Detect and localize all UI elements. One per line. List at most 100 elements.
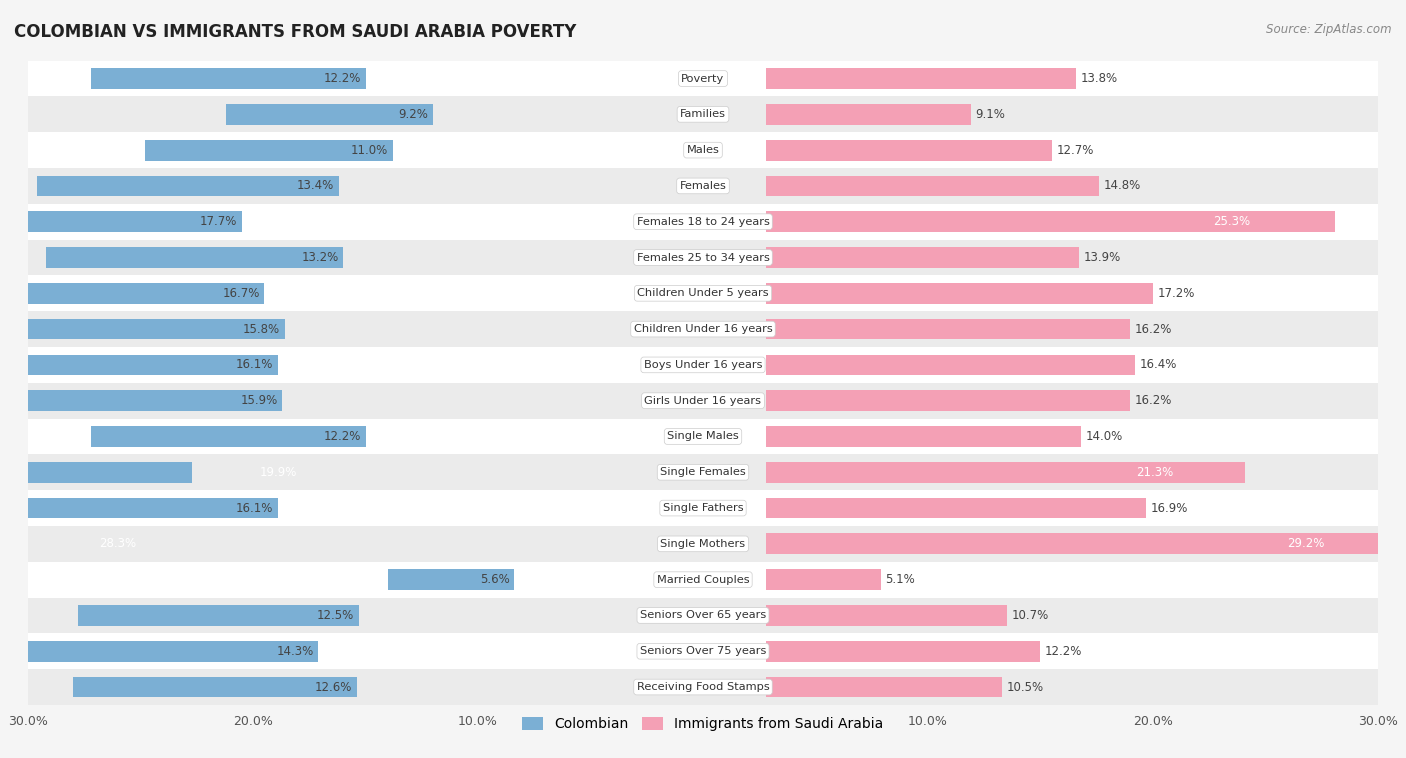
Text: Seniors Over 65 years: Seniors Over 65 years [640, 610, 766, 621]
Text: 12.2%: 12.2% [323, 72, 361, 85]
Text: 10.7%: 10.7% [1011, 609, 1049, 622]
Bar [226, 104, 433, 125]
Text: Source: ZipAtlas.com: Source: ZipAtlas.com [1267, 23, 1392, 36]
Bar [766, 139, 1052, 161]
Text: 25.3%: 25.3% [1212, 215, 1250, 228]
Text: 28.3%: 28.3% [98, 537, 136, 550]
Text: Receiving Food Stamps: Receiving Food Stamps [637, 682, 769, 692]
Bar [28, 168, 1378, 204]
Text: 12.7%: 12.7% [1056, 143, 1094, 157]
Bar [28, 490, 1378, 526]
Bar [766, 390, 1130, 411]
Text: 16.1%: 16.1% [236, 502, 273, 515]
Bar [766, 426, 1081, 447]
Bar [766, 534, 1406, 554]
Bar [28, 204, 1378, 240]
Bar [28, 383, 1378, 418]
Bar [766, 68, 1077, 89]
Text: 17.2%: 17.2% [1157, 287, 1195, 300]
Text: 17.7%: 17.7% [200, 215, 238, 228]
Bar [37, 176, 339, 196]
Text: 14.8%: 14.8% [1104, 180, 1140, 193]
Bar [0, 355, 278, 375]
Bar [766, 355, 1135, 375]
Bar [766, 176, 1099, 196]
Bar [91, 68, 366, 89]
Text: Married Couples: Married Couples [657, 575, 749, 584]
Bar [28, 347, 1378, 383]
Text: Females: Females [679, 181, 727, 191]
Text: Poverty: Poverty [682, 74, 724, 83]
Text: 16.9%: 16.9% [1150, 502, 1188, 515]
Text: 12.2%: 12.2% [1045, 645, 1083, 658]
Bar [28, 634, 1378, 669]
Bar [77, 605, 359, 626]
Bar [766, 677, 1002, 697]
Text: 5.6%: 5.6% [479, 573, 509, 586]
Bar [766, 569, 880, 590]
Bar [766, 462, 1246, 483]
Bar [0, 283, 264, 304]
Bar [0, 641, 318, 662]
Text: Children Under 5 years: Children Under 5 years [637, 288, 769, 299]
Bar [28, 454, 1378, 490]
Bar [766, 605, 1007, 626]
Text: 13.9%: 13.9% [1083, 251, 1121, 264]
Text: 12.6%: 12.6% [315, 681, 352, 694]
Bar [91, 426, 366, 447]
Text: 13.4%: 13.4% [297, 180, 335, 193]
Bar [766, 641, 1040, 662]
Bar [0, 390, 283, 411]
Text: 16.2%: 16.2% [1135, 394, 1173, 407]
Legend: Colombian, Immigrants from Saudi Arabia: Colombian, Immigrants from Saudi Arabia [517, 712, 889, 737]
Bar [766, 104, 970, 125]
Bar [28, 240, 1378, 275]
Bar [28, 61, 1378, 96]
Text: 13.2%: 13.2% [301, 251, 339, 264]
Text: 29.2%: 29.2% [1286, 537, 1324, 550]
Text: Males: Males [686, 145, 720, 155]
Bar [0, 534, 3, 554]
Bar [766, 211, 1336, 232]
Text: Children Under 16 years: Children Under 16 years [634, 324, 772, 334]
Bar [28, 562, 1378, 597]
Text: Females 18 to 24 years: Females 18 to 24 years [637, 217, 769, 227]
Bar [73, 677, 357, 697]
Text: 19.9%: 19.9% [260, 465, 297, 479]
Text: Boys Under 16 years: Boys Under 16 years [644, 360, 762, 370]
Text: 12.5%: 12.5% [318, 609, 354, 622]
Bar [388, 569, 515, 590]
Bar [28, 312, 1378, 347]
Text: 9.2%: 9.2% [399, 108, 429, 121]
Text: 12.2%: 12.2% [323, 430, 361, 443]
Bar [145, 139, 392, 161]
Text: 16.4%: 16.4% [1139, 359, 1177, 371]
Text: 15.9%: 15.9% [240, 394, 278, 407]
Text: 11.0%: 11.0% [352, 143, 388, 157]
Text: Single Males: Single Males [666, 431, 740, 441]
Bar [766, 283, 1153, 304]
Text: 15.8%: 15.8% [243, 323, 280, 336]
Bar [28, 275, 1378, 312]
Text: 14.3%: 14.3% [277, 645, 314, 658]
Text: 16.7%: 16.7% [222, 287, 260, 300]
Text: 9.1%: 9.1% [976, 108, 1005, 121]
Text: 21.3%: 21.3% [1136, 465, 1173, 479]
Text: 13.8%: 13.8% [1081, 72, 1118, 85]
Bar [0, 462, 193, 483]
Text: 5.1%: 5.1% [886, 573, 915, 586]
Bar [0, 211, 242, 232]
Text: Seniors Over 75 years: Seniors Over 75 years [640, 647, 766, 656]
Text: Single Mothers: Single Mothers [661, 539, 745, 549]
Text: Single Fathers: Single Fathers [662, 503, 744, 513]
Bar [0, 318, 284, 340]
Text: COLOMBIAN VS IMMIGRANTS FROM SAUDI ARABIA POVERTY: COLOMBIAN VS IMMIGRANTS FROM SAUDI ARABI… [14, 23, 576, 41]
Text: Girls Under 16 years: Girls Under 16 years [644, 396, 762, 406]
Bar [46, 247, 343, 268]
Bar [766, 498, 1146, 518]
Bar [28, 132, 1378, 168]
Bar [28, 597, 1378, 634]
Bar [28, 418, 1378, 454]
Bar [0, 498, 278, 518]
Text: Single Females: Single Females [661, 467, 745, 478]
